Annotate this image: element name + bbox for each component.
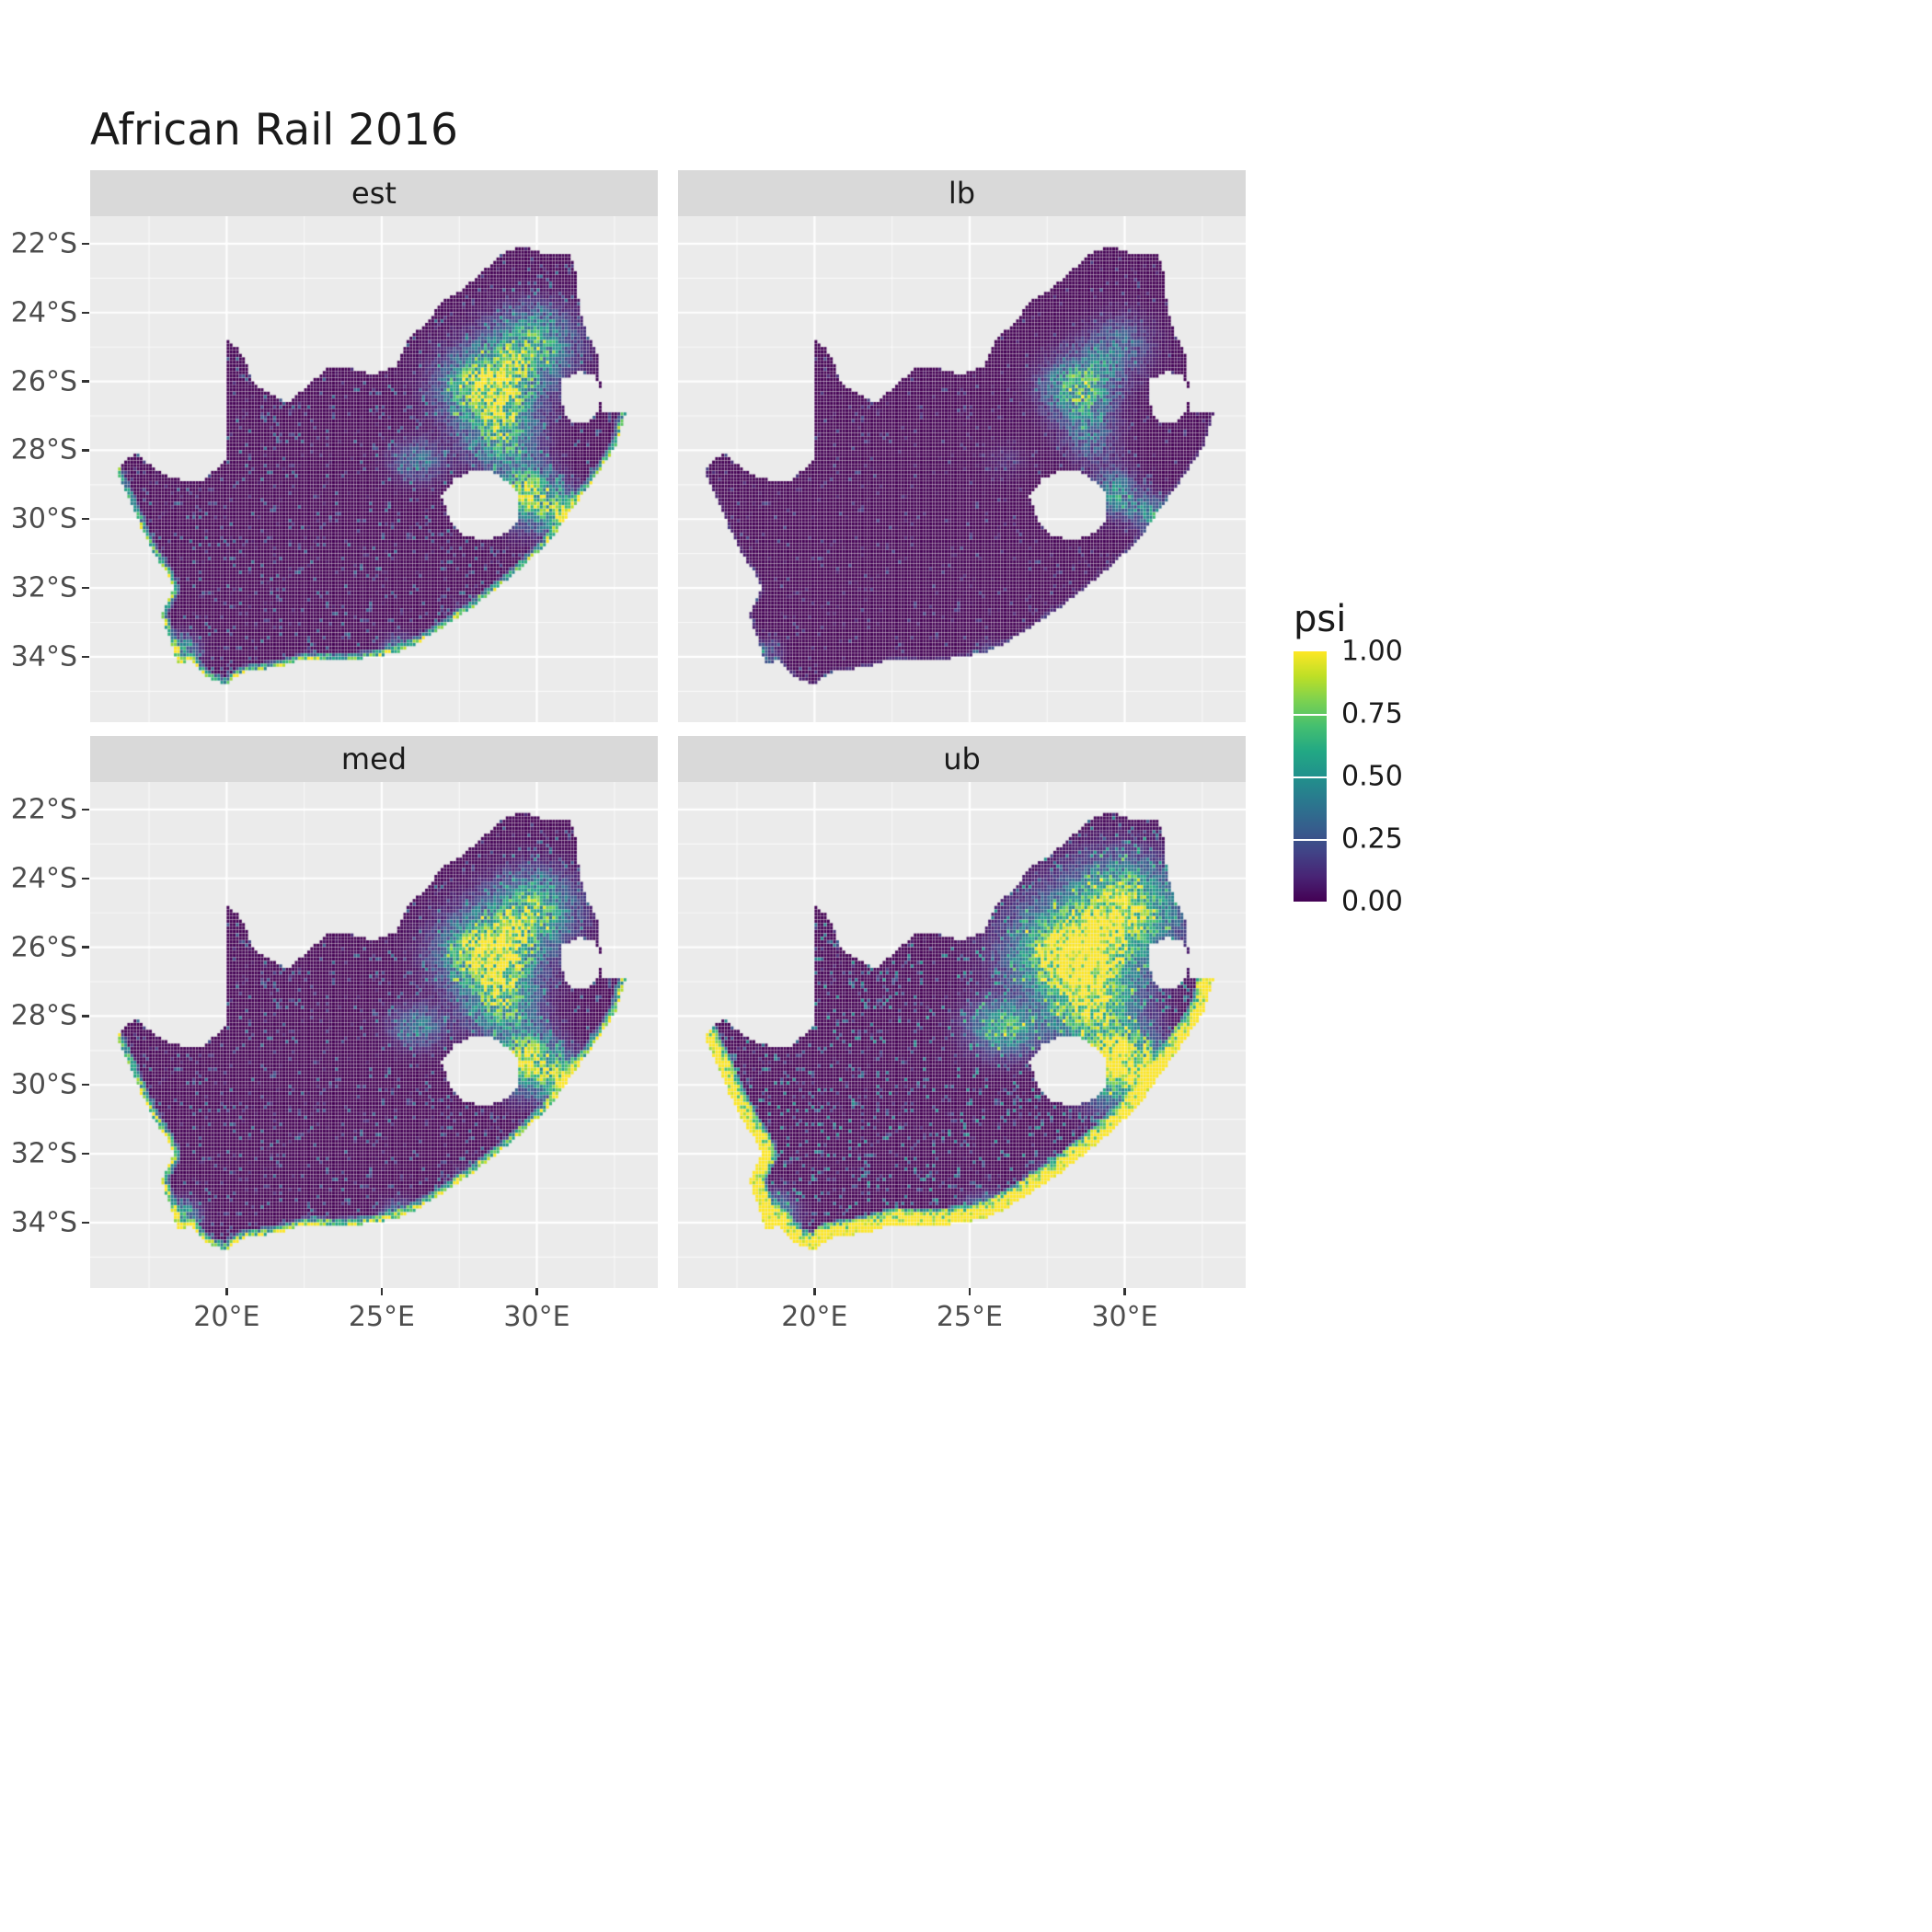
facet-strip-label: est bbox=[351, 176, 397, 211]
facet-strip-ub: ub bbox=[678, 736, 1246, 782]
y-axis-tick bbox=[82, 1221, 89, 1225]
y-axis-tick bbox=[82, 449, 89, 452]
facet-strip-label: med bbox=[340, 742, 408, 776]
y-axis-tick bbox=[82, 1084, 89, 1087]
legend-title: psi bbox=[1294, 598, 1347, 640]
y-axis-tick bbox=[82, 655, 89, 659]
x-axis-tick bbox=[968, 1288, 972, 1295]
y-tick-label: 24°S bbox=[10, 296, 77, 329]
x-axis-tick bbox=[380, 1288, 384, 1295]
x-axis-tick bbox=[535, 1288, 538, 1295]
facet-panel-med: med bbox=[90, 736, 658, 1288]
y-axis-tick bbox=[82, 242, 89, 246]
y-axis-tick bbox=[82, 1015, 89, 1018]
y-axis-tick bbox=[82, 808, 89, 811]
y-axis-tick bbox=[82, 518, 89, 521]
facet-strip-label: ub bbox=[943, 742, 981, 776]
colorbar-tick bbox=[1294, 839, 1327, 841]
y-tick-label: 28°S bbox=[10, 999, 77, 1032]
y-tick-label: 32°S bbox=[10, 1137, 77, 1170]
y-tick-label: 26°S bbox=[10, 365, 77, 398]
x-tick-label: 25°E bbox=[348, 1301, 415, 1333]
colorbar-tick bbox=[1294, 776, 1327, 778]
y-tick-label: 24°S bbox=[10, 862, 77, 895]
y-tick-label: 34°S bbox=[10, 640, 77, 673]
y-tick-label: 32°S bbox=[10, 571, 77, 604]
y-axis-tick bbox=[82, 946, 89, 949]
plot-title: African Rail 2016 bbox=[90, 105, 458, 155]
x-axis-tick bbox=[225, 1288, 228, 1295]
y-axis-tick bbox=[82, 1152, 89, 1156]
facet-strip-lb: lb bbox=[678, 170, 1246, 216]
map-panel-est bbox=[90, 216, 658, 722]
y-tick-label: 30°S bbox=[10, 1068, 77, 1101]
y-tick-label: 22°S bbox=[10, 227, 77, 260]
y-tick-label: 28°S bbox=[10, 433, 77, 466]
legend-label: 0.50 bbox=[1341, 760, 1403, 793]
facet-panel-est: est bbox=[90, 170, 658, 722]
map-panel-ub bbox=[678, 782, 1246, 1288]
legend-label: 0.75 bbox=[1341, 697, 1403, 730]
x-tick-label: 25°E bbox=[936, 1301, 1003, 1333]
x-axis-tick bbox=[1123, 1288, 1126, 1295]
y-tick-label: 30°S bbox=[10, 502, 77, 535]
colorbar-tick bbox=[1294, 714, 1327, 716]
facet-panel-lb: lb bbox=[678, 170, 1246, 722]
y-axis-tick bbox=[82, 877, 89, 880]
y-tick-label: 22°S bbox=[10, 793, 77, 826]
map-panel-med bbox=[90, 782, 658, 1288]
colorbar bbox=[1294, 651, 1327, 902]
map-panel-lb bbox=[678, 216, 1246, 722]
legend-label: 0.00 bbox=[1341, 885, 1403, 918]
x-tick-label: 20°E bbox=[193, 1301, 260, 1333]
facet-strip-med: med bbox=[90, 736, 658, 782]
facet-panel-ub: ub bbox=[678, 736, 1246, 1288]
y-tick-label: 26°S bbox=[10, 931, 77, 964]
y-axis-tick bbox=[82, 311, 89, 314]
x-axis-tick bbox=[813, 1288, 816, 1295]
legend-label: 1.00 bbox=[1341, 635, 1403, 668]
y-tick-label: 34°S bbox=[10, 1206, 77, 1239]
y-axis-tick bbox=[82, 586, 89, 590]
x-tick-label: 30°E bbox=[503, 1301, 570, 1333]
y-axis-tick bbox=[82, 380, 89, 383]
facet-strip-est: est bbox=[90, 170, 658, 216]
x-tick-label: 30°E bbox=[1091, 1301, 1158, 1333]
facet-strip-label: lb bbox=[948, 176, 976, 211]
x-tick-label: 20°E bbox=[781, 1301, 848, 1333]
legend-label: 0.25 bbox=[1341, 822, 1403, 856]
legend: psi 1.00 0.75 0.50 0.25 0.00 bbox=[1288, 598, 1472, 994]
